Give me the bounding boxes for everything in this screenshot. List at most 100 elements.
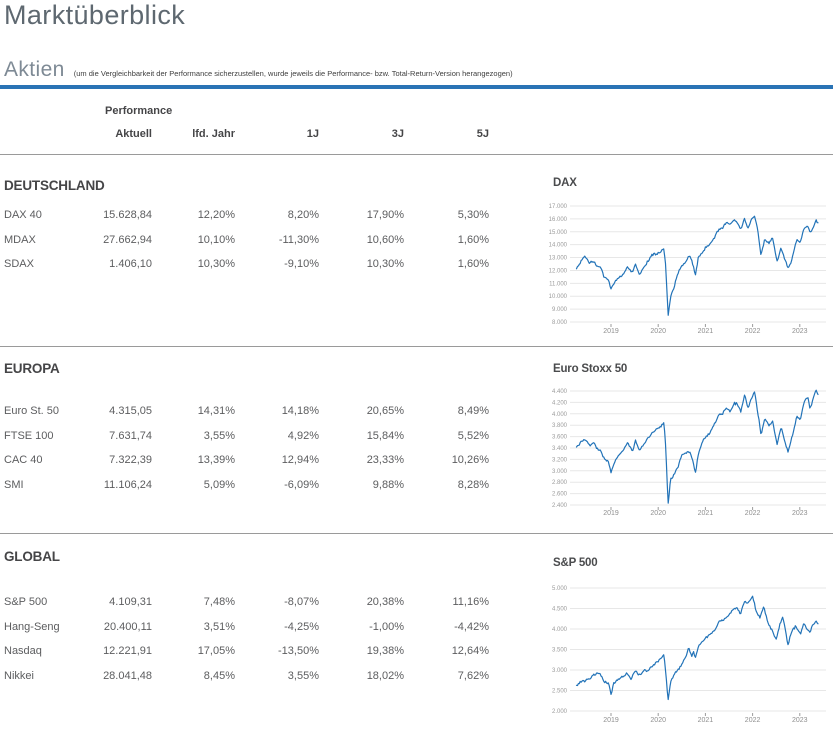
x-axis-label: 2019 bbox=[603, 328, 619, 335]
index-name: Nasdaq bbox=[4, 645, 42, 658]
value-cell: -4,42% bbox=[454, 620, 489, 633]
index-name: FTSE 100 bbox=[4, 429, 54, 442]
x-axis-label: 2020 bbox=[650, 510, 666, 517]
value-cell: 12,20% bbox=[197, 209, 235, 222]
table-row: FTSE 100 7.631,74 3,55% 4,92% 15,84% 5,52% bbox=[0, 424, 489, 449]
value-cell: 5,09% bbox=[203, 478, 235, 491]
value-cell: 20,38% bbox=[366, 596, 404, 609]
table-row: Nikkei 28.041,48 8,45% 3,55% 18,02% 7,62% bbox=[0, 664, 489, 689]
value-cell: 17,90% bbox=[366, 209, 404, 222]
y-axis-label: 4.200 bbox=[552, 400, 568, 406]
value-cell: 7.322,39 bbox=[109, 454, 152, 467]
value-cell: 4,92% bbox=[287, 429, 319, 442]
performance-group-header: Performance bbox=[105, 105, 173, 117]
x-axis-label: 2022 bbox=[745, 510, 761, 517]
index-name: S&P 500 bbox=[4, 596, 48, 609]
y-axis-label: 17.000 bbox=[549, 204, 568, 210]
y-axis-label: 9.000 bbox=[552, 307, 568, 313]
x-axis-label: 2020 bbox=[650, 717, 666, 724]
chart-dax: 17.000 16.000 15.000 14.000 13.000 12.000 11.0… bbox=[545, 172, 833, 340]
index-name: DAX 40 bbox=[4, 209, 42, 222]
value-cell: 23,33% bbox=[366, 454, 404, 467]
y-axis-label: 2.400 bbox=[552, 503, 568, 509]
section-note: (um die Vergleichbarkeit der Performance… bbox=[73, 69, 513, 78]
chart-title-euro-stoxx: Euro Stoxx 50 bbox=[553, 363, 628, 375]
y-axis-label: 3.200 bbox=[552, 457, 568, 463]
value-cell: 9,88% bbox=[372, 478, 404, 491]
index-name: MDAX bbox=[4, 233, 36, 246]
y-axis-label: 3.600 bbox=[552, 435, 568, 441]
value-cell: 20.400,11 bbox=[103, 620, 152, 633]
sp500-chart-canvas: 5.000 4.500 4.000 3.500 3.000 2.500 2.000 2019 2… bbox=[552, 586, 826, 724]
value-cell: -11,30% bbox=[278, 233, 319, 246]
index-name: Hang-Seng bbox=[4, 620, 60, 633]
index-name: Euro St. 50 bbox=[4, 405, 60, 418]
value-cell: 11,16% bbox=[452, 596, 490, 609]
value-cell: 4.109,31 bbox=[109, 596, 152, 609]
value-cell: -8,07% bbox=[284, 596, 319, 609]
x-axis-label: 2019 bbox=[603, 510, 619, 517]
value-cell: 10,26% bbox=[451, 454, 489, 467]
y-axis-label: 11.000 bbox=[549, 281, 568, 287]
value-cell: -6,09% bbox=[284, 478, 319, 491]
y-axis-label: 3.500 bbox=[552, 648, 568, 654]
euro-stoxx-chart-canvas: 4.400 4.200 4.000 3.800 3.600 3.400 3.200 3.000… bbox=[552, 389, 826, 517]
value-cell: 7,62% bbox=[457, 669, 489, 682]
value-cell: 17,05% bbox=[197, 645, 235, 658]
value-cell: 10,10% bbox=[197, 233, 235, 246]
section-heading: EUROPA bbox=[4, 361, 60, 376]
section-heading: DEUTSCHLAND bbox=[4, 178, 105, 193]
y-axis-label: 2.800 bbox=[552, 480, 568, 486]
chart-title-dax: DAX bbox=[553, 177, 577, 189]
value-cell: 5,30% bbox=[457, 209, 489, 222]
value-cell: 15.628,84 bbox=[103, 209, 152, 222]
y-axis-label: 3.400 bbox=[552, 446, 568, 452]
y-axis-label: 8.000 bbox=[552, 320, 568, 326]
price-line bbox=[575, 215, 819, 316]
value-cell: 3,55% bbox=[287, 669, 319, 682]
table-row: SMI 11.106,24 5,09% -6,09% 9,88% 8,28% bbox=[0, 473, 489, 498]
x-axis-label: 2023 bbox=[792, 717, 808, 724]
table-row: Euro St. 50 4.315,05 14,31% 14,18% 20,65% 8,4… bbox=[0, 399, 489, 424]
y-axis-label: 5.000 bbox=[552, 586, 568, 592]
x-axis-label: 2023 bbox=[792, 328, 808, 335]
y-axis-label: 4.500 bbox=[552, 607, 568, 613]
value-cell: 14,18% bbox=[281, 405, 319, 418]
y-axis-label: 2.000 bbox=[552, 709, 568, 715]
value-cell: 10,60% bbox=[366, 233, 404, 246]
section-rows: Euro St. 50 4.315,05 14,31% 14,18% 20,65% 8,4… bbox=[0, 399, 489, 497]
value-cell: -1,00% bbox=[369, 620, 404, 633]
value-cell: 1.406,10 bbox=[109, 258, 152, 271]
value-cell: 8,28% bbox=[457, 478, 489, 491]
section-rows: DAX 40 15.628,84 12,20% 8,20% 17,90% 5,30% MDA… bbox=[0, 203, 489, 277]
value-cell: -13,50% bbox=[278, 645, 319, 658]
column-header: 5J bbox=[476, 128, 489, 140]
price-line bbox=[575, 389, 819, 504]
value-cell: 1,60% bbox=[457, 258, 489, 271]
value-cell: 18,02% bbox=[366, 669, 404, 682]
table-row: CAC 40 7.322,39 13,39% 12,94% 23,33% 10,26% bbox=[0, 448, 489, 473]
aktien-subheader: Aktien (um die Vergleichbarkeit der Perf… bbox=[4, 58, 824, 82]
table-row: DAX 40 15.628,84 12,20% 8,20% 17,90% 5,30% bbox=[0, 203, 489, 228]
column-header: Aktuell bbox=[115, 128, 152, 140]
value-cell: 14,31% bbox=[197, 405, 235, 418]
y-axis-label: 2.500 bbox=[552, 689, 568, 695]
x-axis-label: 2022 bbox=[745, 717, 761, 724]
divider-line bbox=[0, 154, 833, 155]
y-axis-label: 15.000 bbox=[549, 230, 568, 236]
y-axis-label: 2.600 bbox=[552, 492, 568, 498]
table-row: MDAX 27.662,94 10,10% -11,30% 10,60% 1,60% bbox=[0, 228, 489, 253]
x-axis-label: 2023 bbox=[792, 510, 808, 517]
y-axis-label: 4.000 bbox=[552, 412, 568, 418]
index-name: SMI bbox=[4, 478, 24, 491]
chart-euro-stoxx-50: 4.400 4.200 4.000 3.800 3.600 3.400 3.200 3.000… bbox=[545, 358, 833, 520]
value-cell: 3,51% bbox=[203, 620, 235, 633]
divider-line bbox=[0, 346, 833, 347]
x-axis-label: 2019 bbox=[603, 717, 619, 724]
table-row: Hang-Seng 20.400,11 3,51% -4,25% -1,00% -4,42… bbox=[0, 615, 489, 640]
y-axis-label: 13.000 bbox=[549, 256, 568, 262]
price-line bbox=[575, 595, 819, 701]
value-cell: 12,94% bbox=[281, 454, 319, 467]
y-axis-label: 3.000 bbox=[552, 668, 568, 674]
value-cell: 1,60% bbox=[457, 233, 489, 246]
